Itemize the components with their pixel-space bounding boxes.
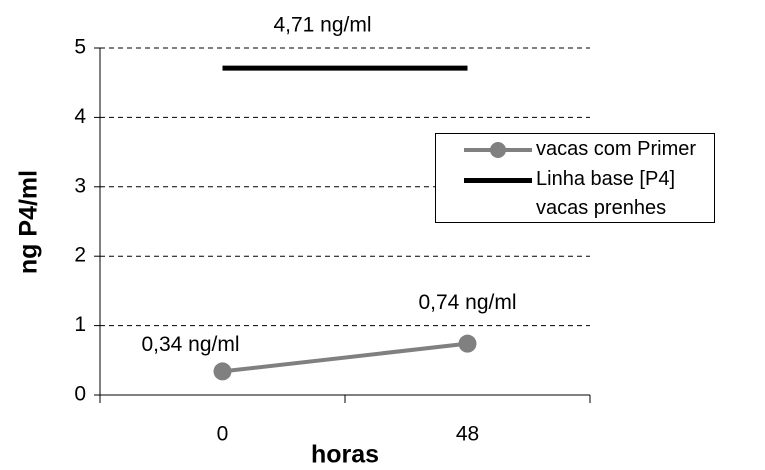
series-line (222, 341, 468, 374)
y-tick-label: 1 (74, 313, 86, 336)
legend-swatch (464, 178, 532, 183)
data-point (458, 334, 477, 353)
data-label: 4,71 ng/ml (273, 14, 371, 37)
y-tick-label: 3 (74, 174, 86, 197)
legend-label: vacas com Primer (536, 138, 697, 160)
y-tick-label: 5 (74, 36, 86, 59)
y-tick-label: 4 (74, 105, 86, 128)
x-axis-label: horas (311, 441, 379, 469)
x-tick-label: 48 (456, 423, 479, 446)
y-tick-label: 0 (74, 383, 86, 406)
y-axis-label: ng P4/ml (15, 170, 43, 274)
data-label: 0,74 ng/ml (418, 291, 516, 314)
legend-marker (490, 142, 506, 158)
x-tick-label: 0 (217, 423, 229, 446)
data-label: 0,34 ng/ml (141, 333, 239, 356)
legend: vacas com Primer Linha base [P4] vacas pr… (435, 133, 715, 223)
legend-label: Linha base [P4] vacas prenhes (536, 168, 675, 219)
y-tick-label: 2 (74, 244, 86, 267)
data-point (213, 362, 232, 381)
